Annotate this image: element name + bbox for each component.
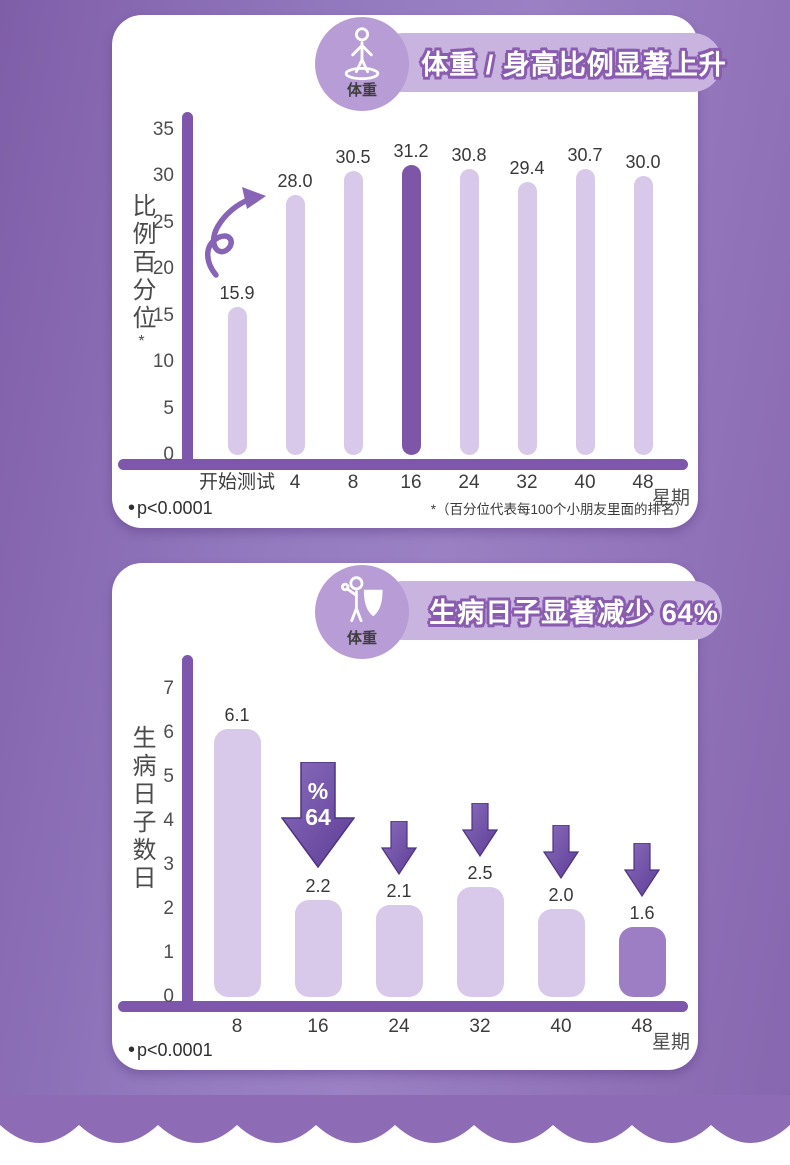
y-tick-label: 15 (152, 304, 174, 326)
bar-40 (537, 909, 585, 997)
small-decrease-arrow (380, 819, 418, 875)
bar-value-label: 30.8 (451, 145, 487, 165)
x-tick-label: 4 (289, 472, 301, 493)
bar-开始测试 (227, 307, 247, 455)
y-tick-label: 7 (163, 678, 174, 699)
y-tick-label: 20 (152, 258, 174, 279)
small-decrease-arrow (623, 841, 661, 897)
y-tick-label: 25 (152, 211, 174, 233)
x-tick-label: 16 (400, 472, 422, 493)
card1-title: 体重 / 身高比例显著上升 (421, 50, 727, 80)
bar-value-label: 2.1 (386, 881, 412, 901)
y-tick-label: 1 (163, 942, 174, 963)
down-arrow-icon (380, 819, 418, 875)
x-axis-unit-label: 星期 (651, 488, 690, 509)
bar-16 (401, 165, 421, 455)
x-axis-line (118, 459, 688, 470)
card-weight-height-ratio: 体重 / 身高比例显著上升 体重 比例百分位* 星期 0 5 10 15 20 25 30 3… (112, 15, 726, 528)
bar-48 (618, 927, 666, 997)
bar-value-label: 2.5 (467, 863, 493, 883)
x-tick-label: 24 (458, 472, 480, 493)
x-axis-unit-label: 星期 (651, 1032, 690, 1053)
x-tick-label: 32 (469, 1016, 491, 1037)
y-tick-label: 4 (163, 810, 174, 831)
bar-32 (517, 182, 537, 455)
x-tick-label: 48 (632, 472, 654, 493)
p-value-footnote: • p<0.0001 (128, 1039, 213, 1061)
x-tick-label: 32 (516, 472, 538, 493)
x-tick-label: 40 (574, 472, 596, 493)
y-axis-line (182, 112, 193, 470)
wavy-bottom-edge (0, 1095, 790, 1143)
bar-40 (575, 169, 595, 455)
bar-value-label: 6.1 (224, 705, 250, 725)
small-decrease-arrow (461, 802, 499, 858)
y-tick-label: 30 (152, 165, 174, 186)
card2-title: 生病日子显著减少 64% (429, 598, 719, 628)
x-tick-label: 24 (388, 1016, 410, 1037)
y-tick-label: 2 (163, 898, 174, 919)
y-tick-label: 5 (163, 397, 174, 419)
bar-24 (375, 905, 423, 997)
y-tick-label: 0 (163, 986, 174, 1007)
weight-icon-badge: 体重 (315, 17, 409, 111)
bar-4 (285, 195, 305, 455)
bar-value-label: 15.9 (219, 283, 255, 303)
x-tick-label: 48 (631, 1016, 653, 1037)
bar-value-label: 30.7 (567, 145, 603, 165)
bar-48 (633, 176, 653, 455)
y-tick-label: 35 (152, 118, 174, 140)
icon-label: 体重 (346, 630, 377, 647)
x-tick-label: 开始测试 (198, 472, 275, 493)
y-tick-label: 3 (163, 854, 174, 875)
p-value-footnote: • p<0.0001 (128, 497, 213, 519)
card2-title-banner: 生病日子显著减少 64% (374, 581, 722, 640)
bar-8 (213, 729, 261, 997)
bar-value-label: 30.0 (625, 152, 661, 172)
y-tick-label: 6 (163, 722, 174, 743)
chart-sick-days: 生病日子数日 星期 0 1 2 3 4 5 6 7 6.1 8 2.2 16 2.1 24 2.5 32 2.0… (112, 563, 698, 1070)
y-tick-label: 10 (152, 351, 174, 372)
percent-decrease-label: % 64 (305, 778, 331, 831)
down-arrow-icon (461, 802, 499, 858)
person-height-icon (344, 27, 380, 81)
x-tick-label: 16 (307, 1016, 329, 1037)
percentile-explainer-footnote: *（百分位代表每100个小朋友里面的排名） (430, 502, 688, 517)
down-arrow-icon (623, 841, 661, 897)
bar-16 (294, 900, 342, 997)
bar-value-label: 2.0 (548, 885, 574, 905)
x-axis-line (118, 1001, 688, 1012)
small-decrease-arrow (542, 824, 580, 880)
x-tick-label: 8 (347, 472, 359, 493)
icon-label: 体重 (346, 82, 377, 99)
x-tick-label: 40 (550, 1016, 572, 1037)
person-shield-icon (341, 576, 383, 622)
y-axis-label: 生病日子数日 (128, 725, 155, 893)
upward-trend-squiggle-arrow (205, 187, 266, 278)
y-axis-line (182, 655, 193, 1012)
bar-value-label: 30.5 (335, 147, 371, 167)
card-sick-days: 生病日子显著减少 64% 体重 生病日子数日 星期 0 1 2 3 4 5 6 7 6.1 8 2.… (112, 563, 722, 1070)
y-tick-label: 0 (163, 444, 174, 465)
immunity-icon-badge: 体重 (315, 565, 409, 659)
bar-value-label: 29.4 (509, 158, 545, 178)
y-axis-label: 比例百分位* (128, 193, 155, 350)
chart-weight-height-ratio: 比例百分位* 星期 0 5 10 15 20 25 30 35 15.9 开始测试 28.0 4 30.… (112, 15, 698, 528)
down-arrow-icon (280, 761, 356, 869)
bar-8 (343, 171, 363, 455)
bar-value-label: 2.2 (305, 876, 331, 896)
bar-24 (459, 169, 479, 455)
card1-title-banner: 体重 / 身高比例显著上升 (374, 33, 726, 92)
x-tick-label: 8 (231, 1016, 243, 1037)
y-tick-label: 5 (163, 766, 174, 787)
big-decrease-arrow: % 64 (280, 761, 356, 869)
bar-32 (456, 887, 504, 997)
bar-value-label: 1.6 (629, 903, 655, 923)
down-arrow-icon (542, 824, 580, 880)
bar-value-label: 31.2 (393, 141, 429, 161)
bar-value-label: 28.0 (277, 171, 313, 191)
